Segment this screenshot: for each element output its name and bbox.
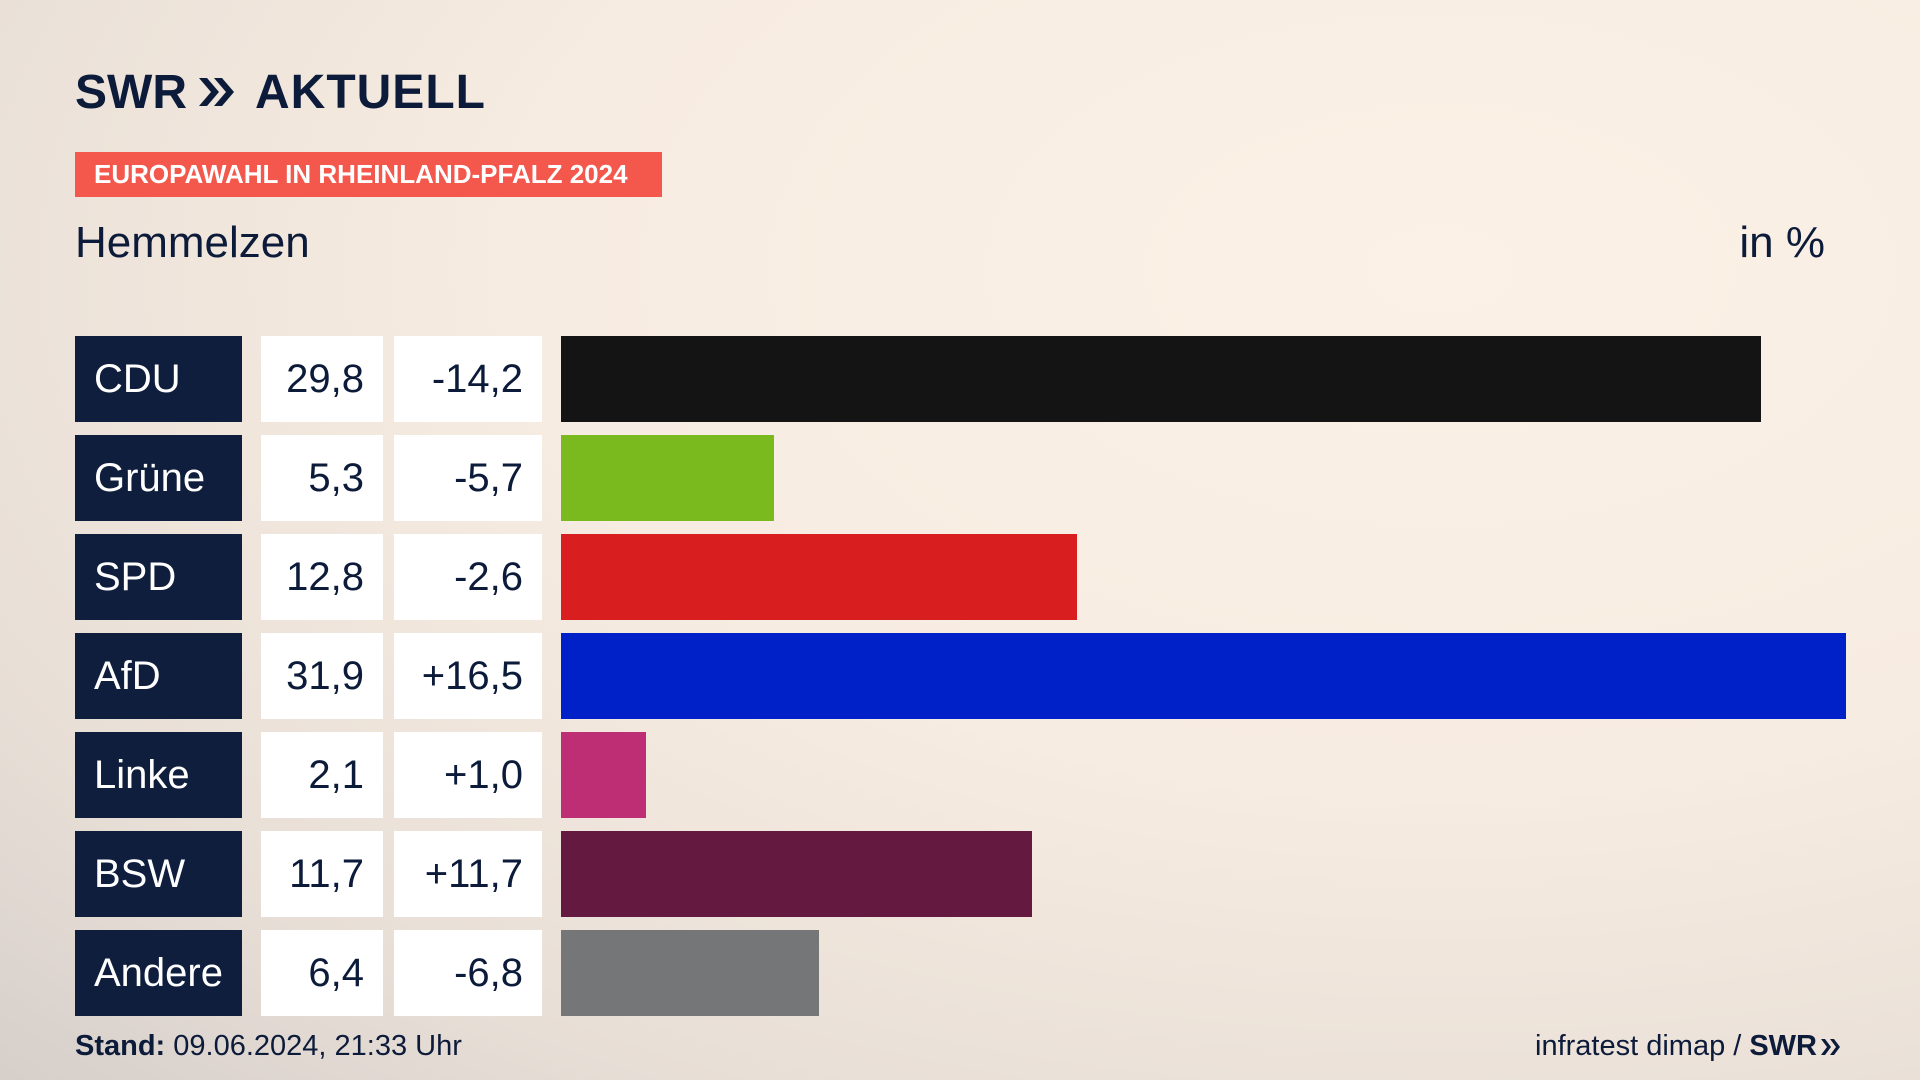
result-row: Linke 2,1 +1,0: [75, 732, 1845, 818]
double-chevron-icon: [197, 74, 237, 110]
result-row: AfD 31,9 +16,5: [75, 633, 1846, 719]
source-swr-text: SWR: [1749, 1030, 1817, 1062]
unit-label: in %: [1739, 218, 1825, 267]
party-name: BSW: [75, 831, 242, 917]
timestamp: Stand: 09.06.2024, 21:33 Uhr: [75, 1030, 462, 1063]
result-bar: [561, 336, 1761, 422]
vote-share: 2,1: [261, 732, 383, 818]
result-row: CDU 29,8 -14,2: [75, 336, 1845, 422]
place-title: Hemmelzen: [75, 218, 310, 267]
source-chevron-icon: [1821, 1038, 1840, 1055]
party-name: Andere: [75, 930, 242, 1016]
result-bar: [561, 633, 1846, 719]
vote-share: 5,3: [261, 435, 383, 521]
source-text: infratest dimap /: [1535, 1030, 1742, 1062]
vote-change: +16,5: [394, 633, 542, 719]
result-bar: [561, 534, 1077, 620]
party-name: AfD: [75, 633, 242, 719]
vote-change: -14,2: [394, 336, 542, 422]
result-bar: [561, 831, 1032, 917]
swr-aktuell-logo: SWR AKTUELL: [75, 65, 486, 119]
vote-share: 12,8: [261, 534, 383, 620]
result-bar: [561, 930, 819, 1016]
vote-change: -5,7: [394, 435, 542, 521]
stand-label: Stand:: [75, 1030, 166, 1062]
source-credit: infratest dimap / SWR: [1535, 1030, 1842, 1063]
vote-share: 31,9: [261, 633, 383, 719]
vote-change: +1,0: [394, 732, 542, 818]
party-name: Linke: [75, 732, 242, 818]
source-swr-logo: SWR: [1749, 1030, 1842, 1063]
party-name: SPD: [75, 534, 242, 620]
logo-aktuell-text: AKTUELL: [254, 65, 486, 119]
logo-swr-text: SWR: [75, 65, 187, 119]
result-row: SPD 12,8 -2,6: [75, 534, 1845, 620]
election-badge: EUROPAWAHL IN RHEINLAND-PFALZ 2024: [75, 152, 662, 197]
result-bar: [561, 732, 646, 818]
vote-change: -2,6: [394, 534, 542, 620]
vote-share: 11,7: [261, 831, 383, 917]
vote-change: +11,7: [394, 831, 542, 917]
result-row: Andere 6,4 -6,8: [75, 930, 1845, 1016]
vote-change: -6,8: [394, 930, 542, 1016]
vote-share: 29,8: [261, 336, 383, 422]
stand-value: 09.06.2024, 21:33 Uhr: [173, 1030, 462, 1062]
vote-share: 6,4: [261, 930, 383, 1016]
party-name: Grüne: [75, 435, 242, 521]
result-bar: [561, 435, 774, 521]
result-row: BSW 11,7 +11,7: [75, 831, 1845, 917]
result-row: Grüne 5,3 -5,7: [75, 435, 1845, 521]
party-name: CDU: [75, 336, 242, 422]
